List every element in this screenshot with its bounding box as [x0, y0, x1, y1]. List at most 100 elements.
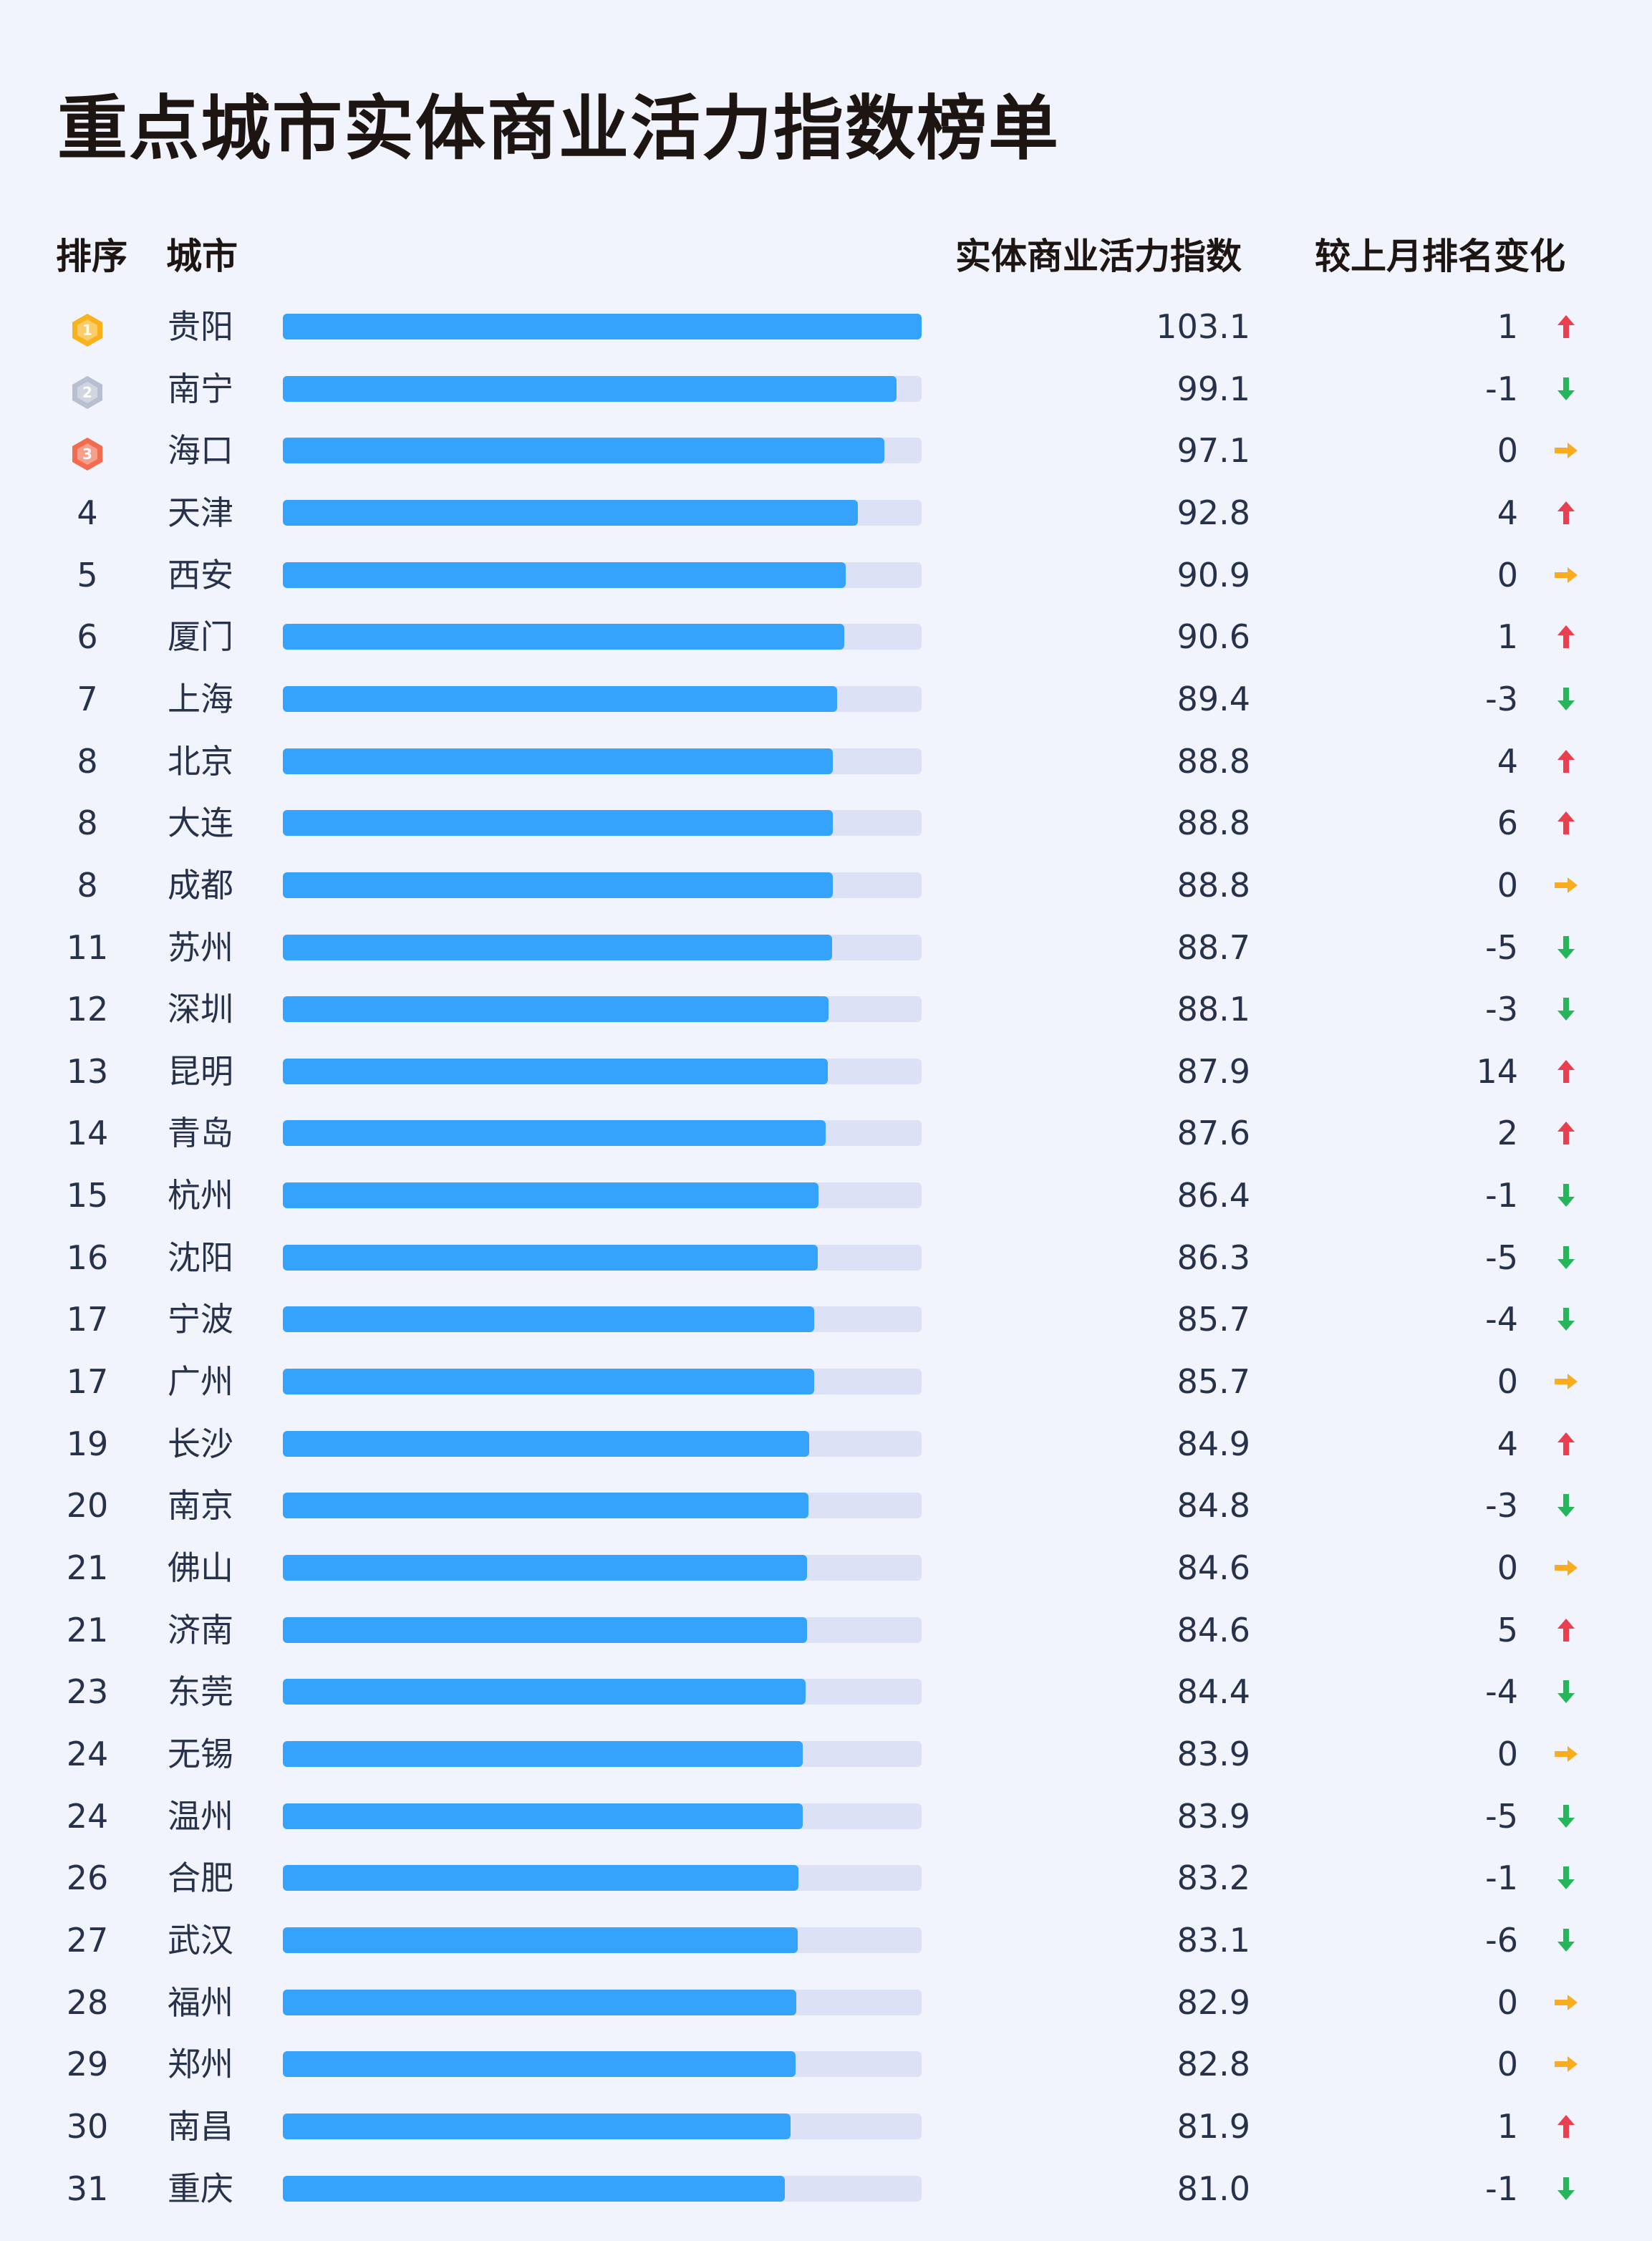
rank-label: 30 [66, 2106, 109, 2146]
table-row: 17 广州 85.7 0 [0, 1356, 1652, 1407]
city-name: 宁波 [168, 1300, 233, 1339]
bar-fill [283, 314, 922, 339]
rank-change-value: -1 [1485, 1176, 1518, 1215]
rank-label: 4 [77, 493, 98, 532]
rank-change-value: -6 [1485, 1920, 1518, 1960]
arrow-down-icon [1557, 1680, 1575, 1704]
arrow-up-icon [1557, 315, 1575, 338]
rank-change-value: -4 [1485, 1672, 1518, 1712]
arrow-up-icon [1557, 1059, 1575, 1083]
arrow-down-icon [1557, 935, 1575, 959]
rank-label: 31 [66, 2169, 109, 2208]
medal-rank-label: 1 [82, 322, 92, 339]
bar-track [283, 1616, 922, 1643]
index-value: 92.8 [1177, 493, 1250, 532]
index-value: 86.4 [1177, 1176, 1250, 1215]
city-name: 武汉 [168, 1920, 233, 1960]
bar-track [283, 1430, 922, 1457]
arrow-down-icon [1557, 687, 1575, 710]
header-rank: 排序 [56, 236, 127, 277]
index-value: 84.9 [1177, 1424, 1250, 1463]
rank-label: 19 [66, 1424, 109, 1463]
medal-rank-label: 2 [82, 384, 92, 401]
rank-label: 8 [77, 741, 98, 781]
city-name: 成都 [168, 865, 233, 905]
header-value: 实体商业活力指数 [955, 236, 1242, 277]
arrow-down-icon [1557, 1804, 1575, 1828]
city-name: 大连 [168, 804, 233, 843]
bar-track [283, 624, 922, 650]
rank-change-value: 0 [1497, 431, 1518, 471]
bar-fill [283, 1244, 818, 1271]
rank-label: 21 [66, 1610, 109, 1649]
rank-change-value: 0 [1497, 2045, 1518, 2084]
rank-change-value: -3 [1485, 990, 1518, 1029]
arrow-down-icon [1557, 1245, 1575, 1269]
medal-rank-label: 3 [82, 445, 92, 463]
index-value: 90.9 [1177, 555, 1250, 594]
city-name: 合肥 [168, 1859, 233, 1898]
city-name: 厦门 [168, 617, 233, 657]
bar-fill [283, 934, 833, 960]
rank-change-value: -1 [1485, 369, 1518, 408]
rank-change-value: 0 [1497, 1734, 1518, 1773]
rank-change-value: 4 [1497, 493, 1518, 532]
arrow-up-icon [1557, 811, 1575, 835]
bar-fill [283, 996, 829, 1023]
index-value: 83.9 [1177, 1734, 1250, 1773]
bar-track [283, 1306, 922, 1333]
table-row: 16 沈阳 86.3 -5 [0, 1233, 1652, 1283]
rank-label: 8 [77, 865, 98, 905]
bar-fill [283, 2113, 791, 2139]
table-row: 8 成都 88.8 0 [0, 860, 1652, 910]
table-row: 29 郑州 82.8 0 [0, 2039, 1652, 2089]
bar-fill [283, 1430, 809, 1457]
arrow-right-icon [1555, 2056, 1578, 2073]
bar-track [283, 2113, 922, 2139]
rank-change-value: 2 [1497, 1114, 1518, 1153]
bar-fill [283, 499, 858, 526]
bar-track [283, 748, 922, 774]
table-row: 21 济南 84.6 5 [0, 1605, 1652, 1655]
bar-fill [283, 872, 834, 898]
index-value: 88.8 [1177, 741, 1250, 781]
rank-label: 8 [77, 804, 98, 843]
table-row: 24 温州 83.9 -5 [0, 1791, 1652, 1841]
rank-change-value: 5 [1497, 1610, 1518, 1649]
rank-label: 11 [66, 927, 109, 967]
table-row: 15 杭州 86.4 -1 [0, 1170, 1652, 1220]
rank-change-value: 0 [1497, 865, 1518, 905]
index-value: 99.1 [1177, 369, 1250, 408]
arrow-up-icon [1557, 1618, 1575, 1642]
arrow-right-icon [1555, 1745, 1578, 1762]
city-name: 南京 [168, 1486, 233, 1526]
city-name: 南昌 [168, 2106, 233, 2146]
bar-track [283, 2051, 922, 2078]
rank-label: 7 [77, 679, 98, 718]
rank-change-value: 0 [1497, 1982, 1518, 2022]
city-name: 郑州 [168, 2045, 233, 2084]
arrow-right-icon [1555, 1374, 1578, 1390]
arrow-down-icon [1557, 1494, 1575, 1518]
bar-track [283, 1493, 922, 1519]
index-value: 88.7 [1177, 927, 1250, 967]
index-value: 84.6 [1177, 1548, 1250, 1587]
bar-track [283, 1865, 922, 1891]
bar-track [283, 375, 922, 402]
table-row: 20 南京 84.8 -3 [0, 1480, 1652, 1531]
city-name: 苏州 [168, 927, 233, 967]
bar-fill [283, 1369, 814, 1395]
rank-label: 13 [66, 1051, 109, 1091]
table-row: 1 贵阳 103.1 1 [0, 302, 1652, 352]
city-name: 海口 [168, 431, 233, 471]
rank-change-value: -5 [1485, 927, 1518, 967]
bar-track [283, 1927, 922, 1953]
rank-label: 17 [66, 1362, 109, 1402]
rank-label: 24 [66, 1796, 109, 1836]
bar-track [283, 685, 922, 712]
rank-label: 29 [66, 2045, 109, 2084]
arrow-right-icon [1555, 443, 1578, 459]
index-value: 84.8 [1177, 1486, 1250, 1526]
bar-track [283, 1679, 922, 1705]
index-value: 85.7 [1177, 1300, 1250, 1339]
